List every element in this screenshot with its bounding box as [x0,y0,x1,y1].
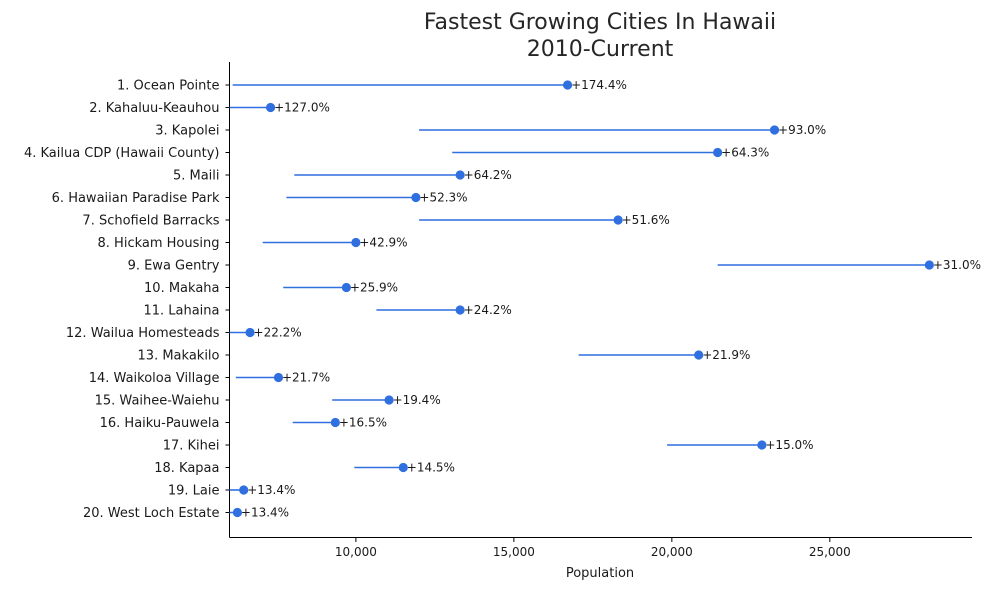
end-point-marker [694,350,704,360]
chart-marks: +174.4% +127.0% +93.0% +64.3% +64.2% +52.3% +5… [229,78,981,520]
end-point-marker [384,395,394,405]
growth-label: +25.9% [350,281,398,295]
x-axis-label: Population [566,566,634,581]
end-point-marker [351,237,361,248]
end-point-marker [411,192,421,203]
y-tick-label: 2. Kahaluu-Keauhou [89,101,219,116]
growth-label: +42.9% [359,236,407,250]
growth-label: +16.5% [339,416,387,430]
y-tick-label: 1. Ocean Pointe [117,79,220,94]
y-tick-label: 5. Maili [173,169,220,184]
x-tick-label: 25,000 [809,545,851,559]
y-tick-label: 13. Makakilo [138,349,220,364]
y-tick-label: 9. Ewa Gentry [128,259,220,274]
y-tick-label: 10. Makaha [144,281,219,296]
end-point-marker [455,305,465,315]
end-point-marker [265,102,276,113]
growth-label: +14.5% [407,461,455,475]
end-point-marker [455,170,465,180]
end-point-marker [245,327,255,338]
x-tick-label: 15,000 [493,545,535,559]
y-tick-label: 19. Laie [168,484,220,499]
end-point-marker [562,80,573,90]
chart-title-line-1: Fastest Growing Cities In Hawaii [424,10,776,35]
growth-label: +13.4% [247,483,295,497]
growth-label: +15.0% [765,438,813,452]
x-tick-label: 20,000 [651,545,693,559]
y-tick-label: 8. Hickam Housing [98,236,220,251]
end-point-marker [924,260,934,270]
growth-label: +93.0% [778,123,826,137]
y-tick-label: 11. Lahaina [143,304,219,319]
growth-label: +22.2% [254,326,302,340]
growth-label: +31.0% [933,258,981,272]
end-point-marker [232,507,242,518]
end-point-marker [341,282,352,293]
growth-label: +51.6% [622,213,670,227]
end-point-marker [398,462,408,473]
y-tick-label: 18. Kapaa [154,461,219,476]
end-point-marker [769,125,780,135]
end-point-marker [757,440,767,450]
growth-label: +24.2% [464,303,512,317]
chart-title-line-2: 2010-Current [527,37,674,62]
end-point-marker [713,147,723,158]
end-point-marker [330,417,340,428]
y-tick-label: 7. Schofield Barracks [82,214,219,229]
end-point-marker [239,485,249,495]
y-tick-label: 12. Wailua Homesteads [66,326,220,341]
end-point-marker [273,372,284,383]
y-tick-label: 3. Kapolei [155,124,219,139]
y-tick-label: 16. Haiku-Pauwela [100,416,220,431]
x-tick-label: 10,000 [335,545,377,559]
growth-label: +52.3% [419,191,467,205]
growth-label: +64.2% [464,168,512,182]
growth-label: +21.9% [702,348,750,362]
y-tick-label: 20. West Loch Estate [83,506,220,521]
growth-label: +174.4% [571,78,627,92]
y-tick-labels: 1. Ocean Pointe 2. Kahaluu-Keauhou 3. Kapo… [24,79,230,521]
y-tick-label: 15. Waihee-Waiehu [95,394,220,409]
x-ticks: 10,000 15,000 20,000 25,000 [335,537,851,559]
end-point-marker [613,215,623,225]
y-tick-label: 4. Kailua CDP (Hawaii County) [24,146,220,161]
growth-label: +64.3% [721,146,769,160]
y-tick-label: 17. Kihei [163,439,220,454]
growth-label: +21.7% [282,371,330,385]
growth-label: +19.4% [393,393,441,407]
growth-label: +13.4% [241,506,289,520]
growth-label: +127.0% [274,101,330,115]
y-tick-label: 6. Hawaiian Paradise Park [52,191,220,206]
y-tick-label: 14. Waikoloa Village [89,371,220,386]
